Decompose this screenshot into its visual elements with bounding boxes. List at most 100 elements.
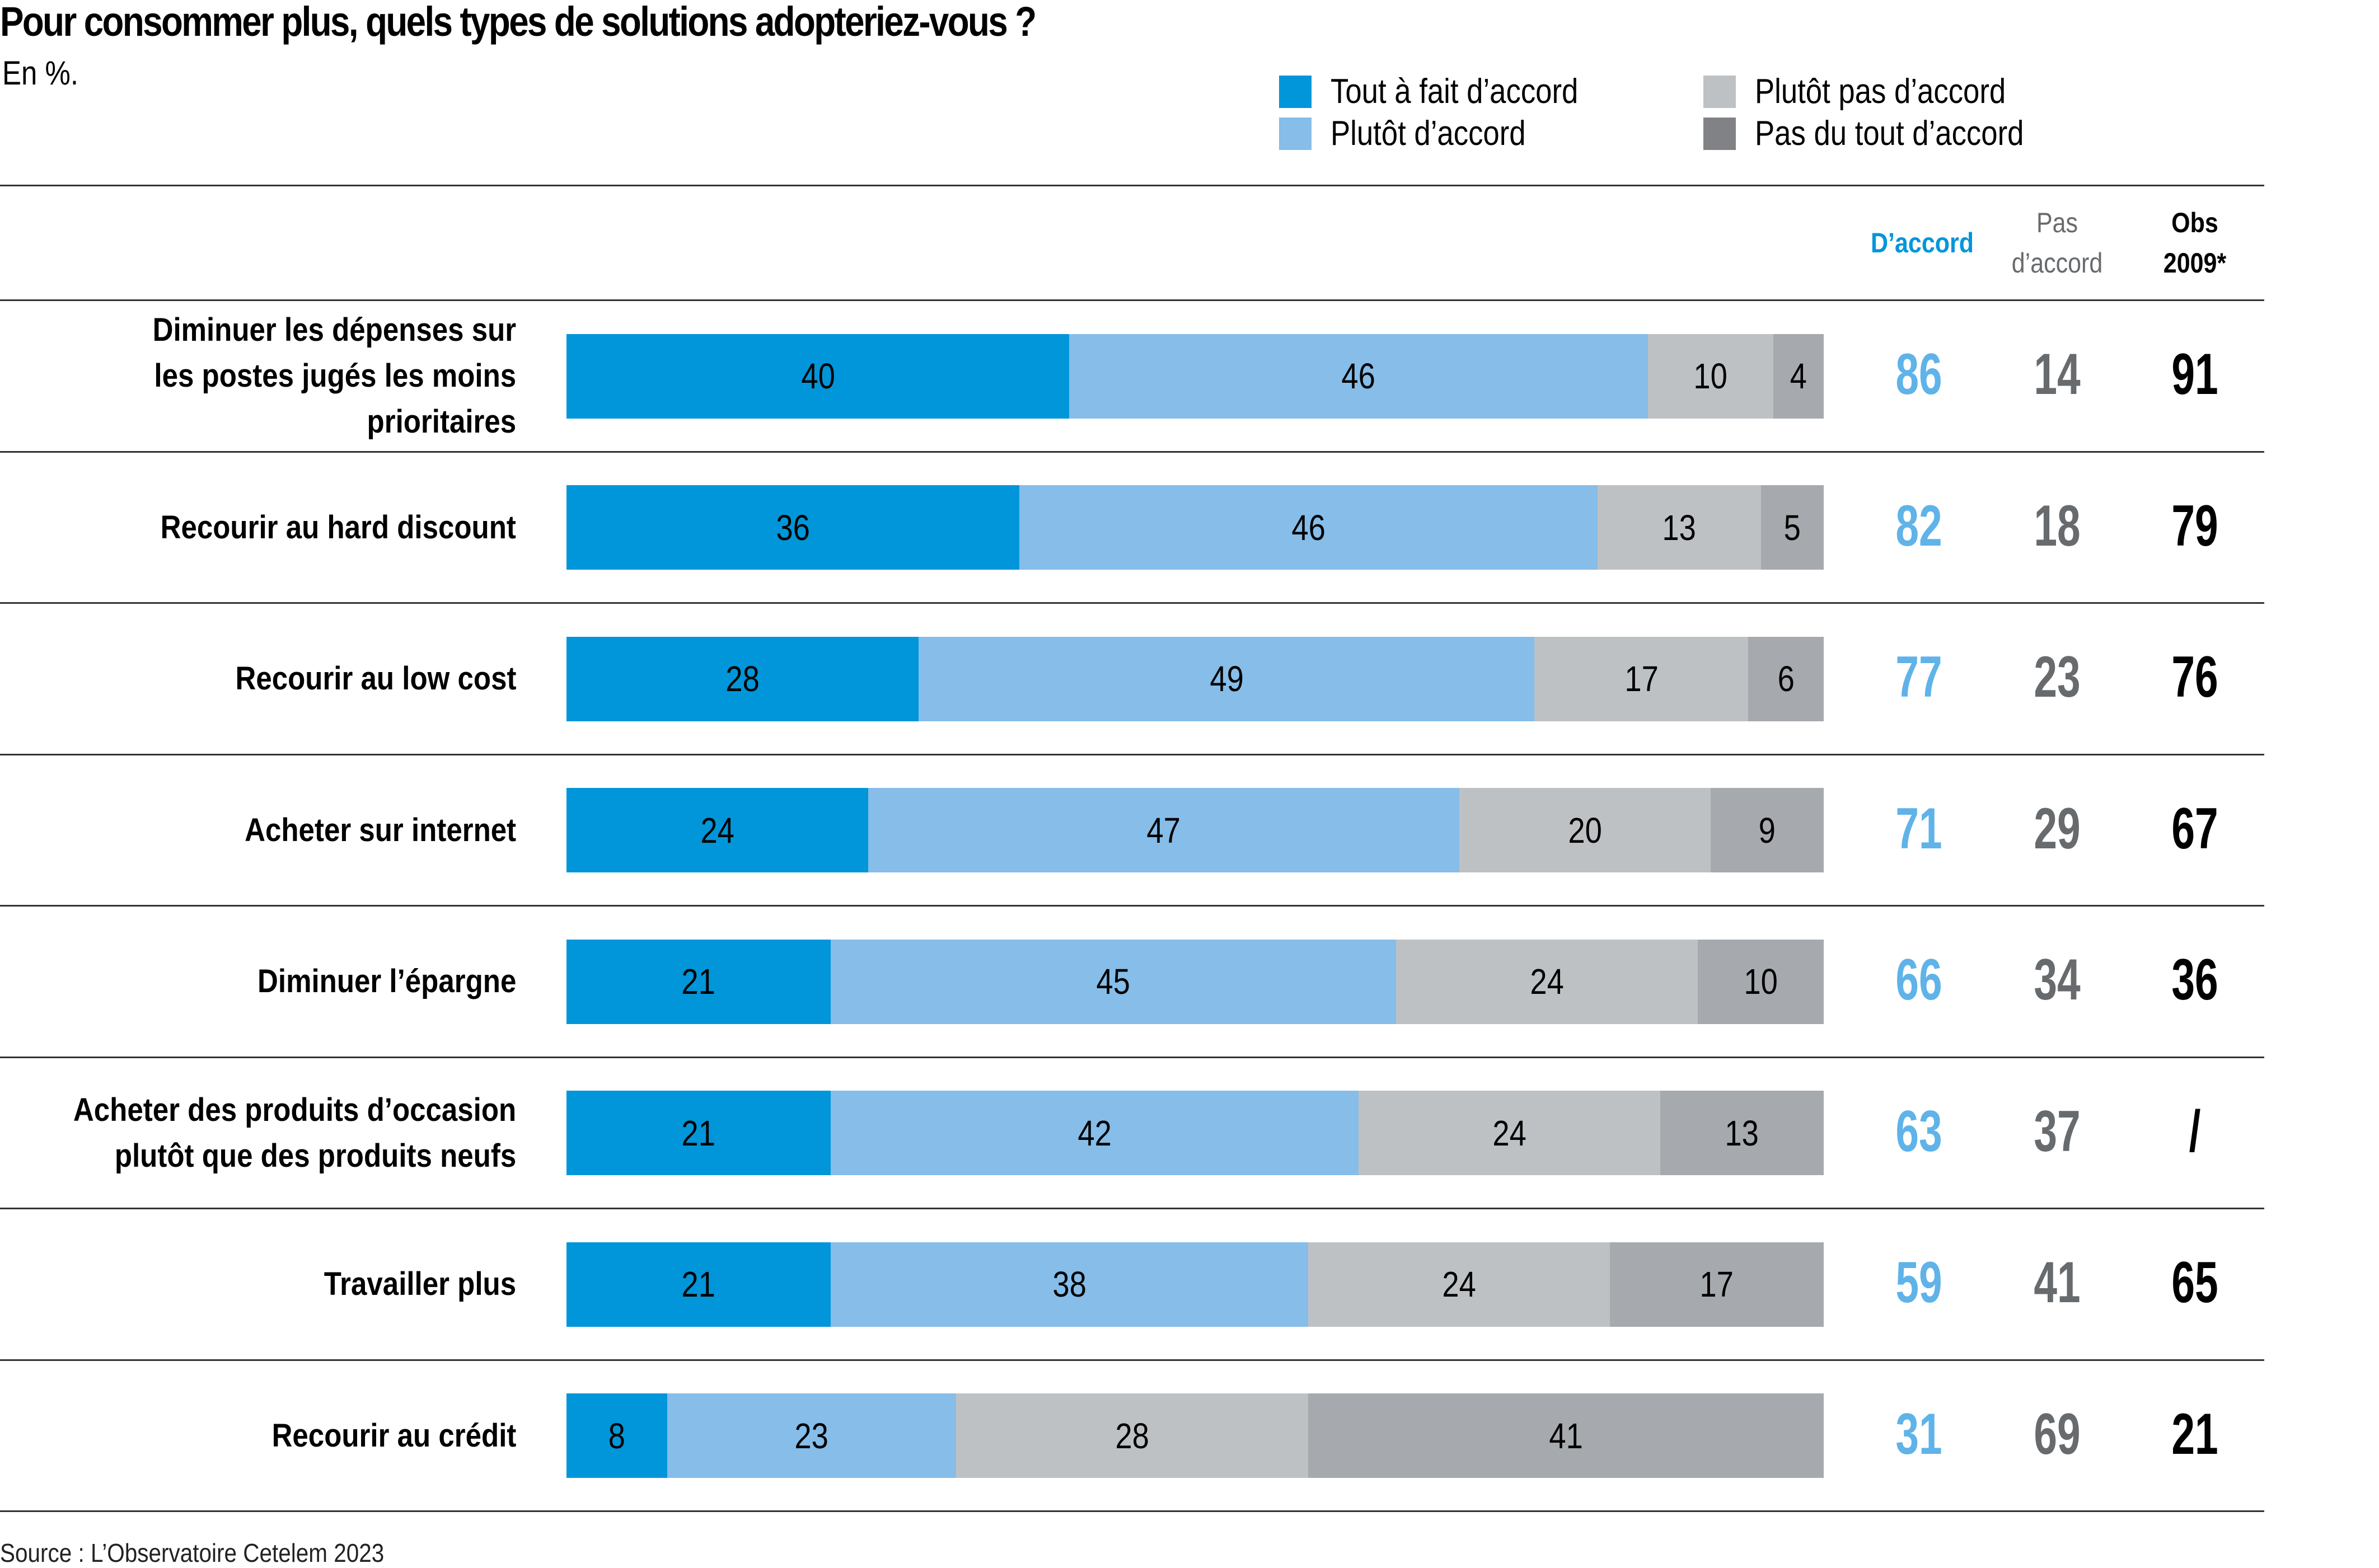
column-header-pas-accord: Pas d’accord: [2009, 203, 2105, 283]
value-pas-accord: 23: [2034, 645, 2081, 710]
row-label-line: Acheter des produits d’occasion: [73, 1091, 516, 1128]
bar-segment: 21: [566, 1242, 831, 1327]
value-accord: 86: [1895, 342, 1942, 407]
legend-item: Plutôt pas d’accord: [1703, 72, 2050, 111]
bar-segment: 42: [830, 1091, 1359, 1176]
stacked-bar: 21 38 24 17: [566, 1242, 1824, 1327]
column-header-obs-line1: Obs: [2171, 207, 2218, 238]
bar-segment-label: 13: [1662, 507, 1696, 548]
bar-segment-label: 13: [1725, 1112, 1759, 1153]
value-obs-2009: 79: [2171, 493, 2218, 558]
bar-segment-label: 24: [700, 810, 734, 851]
bar-segment-label: 38: [1052, 1264, 1087, 1305]
bar-segment-label: 24: [1530, 961, 1565, 1002]
value-obs-2009: /: [2189, 1098, 2201, 1164]
row-label-line: les postes jugés les moins: [154, 358, 517, 395]
value-obs-2009: 36: [2171, 947, 2218, 1013]
value-obs-2009: 21: [2171, 1401, 2218, 1467]
row-label-line: prioritaires: [367, 403, 516, 440]
value-pas-accord: 29: [2034, 796, 2081, 861]
row-label: Travailler plus: [324, 1261, 516, 1307]
row-label: Acheter sur internet: [245, 808, 516, 853]
bar-segment: 13: [1597, 485, 1761, 570]
bar-segment-label: 17: [1699, 1264, 1734, 1305]
bar-segment-label: 41: [1549, 1415, 1583, 1456]
bar-segment-label: 20: [1567, 810, 1602, 851]
row-label-line: Recourir au hard discount: [160, 509, 516, 546]
row-label-line: Recourir au crédit: [271, 1417, 516, 1454]
row-label: Recourir au crédit: [271, 1413, 516, 1459]
value-pas-accord: 34: [2034, 947, 2081, 1013]
bar-segment: 21: [566, 939, 831, 1024]
legend-swatch: [1279, 117, 1312, 150]
bar-segment-label: 23: [794, 1415, 829, 1456]
stacked-bar: 36 46 13 5: [566, 485, 1824, 570]
bar-segment-label: 47: [1146, 810, 1181, 851]
bar-segment: 13: [1660, 1091, 1824, 1176]
bar-segment: 40: [566, 334, 1070, 419]
bar-segment-label: 36: [776, 507, 810, 548]
bar-segment: 28: [956, 1393, 1309, 1478]
legend-label: Plutôt d’accord: [1331, 114, 1526, 153]
bar-segment: 46: [1069, 334, 1648, 419]
bar-segment: 24: [1396, 939, 1698, 1024]
bar-segment-label: 24: [1492, 1112, 1526, 1153]
row-label-line: Acheter sur internet: [244, 811, 516, 848]
row-separator: [0, 450, 2264, 453]
row-separator: [0, 1056, 2264, 1058]
legend-swatch: [1703, 75, 1736, 108]
bar-segment-label: 8: [608, 1415, 625, 1456]
row-label: Diminuer les dépenses sur les postes jugé…: [152, 307, 516, 445]
bar-segment: 49: [918, 636, 1535, 721]
stacked-bar: 21 45 24 10: [566, 939, 1824, 1024]
row-separator: [0, 1510, 2264, 1512]
bar-segment: 8: [566, 1393, 667, 1478]
bar-segment: 36: [566, 485, 1019, 570]
value-accord: 77: [1895, 645, 1942, 710]
bar-segment: 24: [1358, 1091, 1660, 1176]
bar-segment: 6: [1748, 636, 1824, 721]
legend-label: Plutôt pas d’accord: [1755, 72, 2006, 111]
row-separator: [0, 753, 2264, 755]
bar-segment: 47: [868, 788, 1459, 873]
legend-item: Pas du tout d’accord: [1703, 114, 2071, 153]
row-separator: [0, 1208, 2264, 1209]
chart-subtitle: En %.: [2, 54, 79, 92]
legend-label: Tout à fait d’accord: [1331, 72, 1579, 111]
bar-segment: 17: [1534, 636, 1749, 721]
value-pas-accord: 14: [2034, 342, 2081, 407]
top-rule: [0, 185, 2264, 186]
bar-segment-label: 45: [1096, 961, 1131, 1002]
legend-item: Plutôt d’accord: [1279, 114, 1560, 153]
bar-segment-label: 40: [800, 356, 835, 397]
bar-segment: 46: [1019, 485, 1598, 570]
row-label-line: Diminuer l’épargne: [257, 963, 516, 1000]
legend-swatch: [1703, 117, 1736, 150]
bar-segment-label: 21: [681, 1264, 716, 1305]
value-accord: 66: [1895, 947, 1942, 1013]
row-label-line: Diminuer les dépenses sur: [152, 312, 516, 349]
bar-segment-label: 46: [1291, 507, 1326, 548]
bar-segment-label: 24: [1442, 1264, 1476, 1305]
value-pas-accord: 18: [2034, 493, 2081, 558]
bar-segment: 9: [1710, 788, 1824, 873]
value-obs-2009: 91: [2171, 342, 2218, 407]
bar-segment-label: 21: [681, 1112, 716, 1153]
value-pas-accord: 69: [2034, 1401, 2081, 1467]
bar-segment: 17: [1610, 1242, 1824, 1327]
value-accord: 63: [1895, 1098, 1942, 1164]
stacked-bar: 21 42 24 13: [566, 1091, 1824, 1176]
bar-segment-label: 28: [725, 659, 760, 700]
bar-segment-label: 10: [1744, 961, 1778, 1002]
source-note: Source : L’Observatoire Cetelem 2023: [0, 1538, 385, 1567]
column-header-obs-2009: Obs 2009*: [2147, 203, 2243, 283]
row-label: Acheter des produits d’occasion plutôt qu…: [73, 1087, 516, 1179]
bar-segment: 28: [566, 636, 919, 721]
value-obs-2009: 65: [2171, 1250, 2218, 1316]
row-label-line: plutôt que des produits neufs: [114, 1137, 517, 1174]
bar-segment-label: 21: [681, 961, 716, 1002]
column-header-pas-accord-line1: Pas: [2036, 207, 2078, 238]
column-header-obs-line2: 2009*: [2163, 247, 2227, 279]
row-label: Recourir au low cost: [235, 656, 516, 702]
bar-segment: 21: [566, 1091, 831, 1176]
